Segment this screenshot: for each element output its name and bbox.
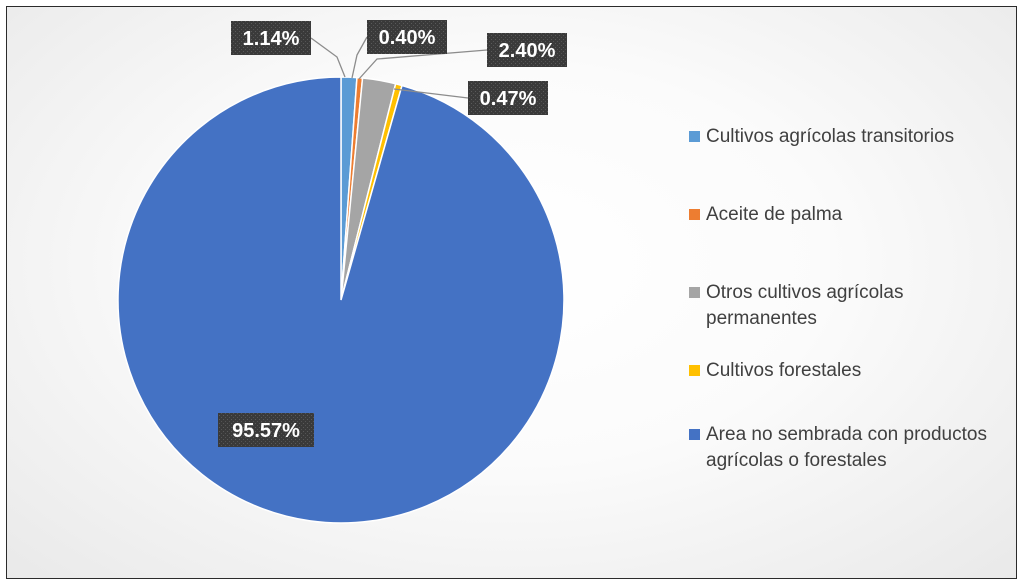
data-label-otros-permanentes: 2.40% <box>499 40 556 62</box>
data-label-box-cultivos-transitorios <box>231 21 311 55</box>
legend-swatch-cultivos-forestales <box>689 365 700 376</box>
leader-line-cultivos-forestales <box>393 88 469 99</box>
legend-swatch-otros-permanentes <box>689 287 700 298</box>
legend-label-cultivos-transitorios: Cultivos agrícolas transitorios <box>706 126 955 147</box>
legend-label-cultivos-forestales: Cultivos forestales <box>706 360 862 381</box>
pie-slice-area-no-sembrada <box>117 76 565 524</box>
data-label-aceite-de-palma: 0.40% <box>379 27 436 49</box>
leader-line-otros-permanentes <box>358 49 488 80</box>
data-label-box-area-no-sembrada <box>218 413 314 447</box>
data-label-box-cultivos-forestales <box>468 81 548 115</box>
legend-swatch-aceite-de-palma <box>689 209 700 220</box>
data-label-area-no-sembrada: 95.57% <box>232 420 300 442</box>
legend-swatch-area-no-sembrada <box>689 429 700 440</box>
legend-swatch-cultivos-transitorios <box>689 131 700 142</box>
data-label-cultivos-forestales: 0.47% <box>480 88 537 110</box>
legend-label-otros-permanentes: Otros cultivos agrícolas permanentes <box>706 282 904 329</box>
chart-area: 1.14% 0.40% 2.40% 0.47% 95.57% Cultivos agrí… <box>6 6 1017 579</box>
leader-line-aceite-de-palma <box>351 36 368 79</box>
data-label-box-otros-permanentes <box>487 33 567 67</box>
legend-label-area-no-sembrada: Area no sembrada con productos agrícolas… <box>706 424 987 471</box>
data-label-box-aceite-de-palma <box>367 20 447 54</box>
pie-chart: 1.14% 0.40% 2.40% 0.47% 95.57% <box>117 20 567 524</box>
leader-line-cultivos-transitorios <box>310 37 346 78</box>
legend-label-aceite-de-palma: Aceite de palma <box>706 204 843 225</box>
data-label-cultivos-transitorios: 1.14% <box>243 28 300 50</box>
